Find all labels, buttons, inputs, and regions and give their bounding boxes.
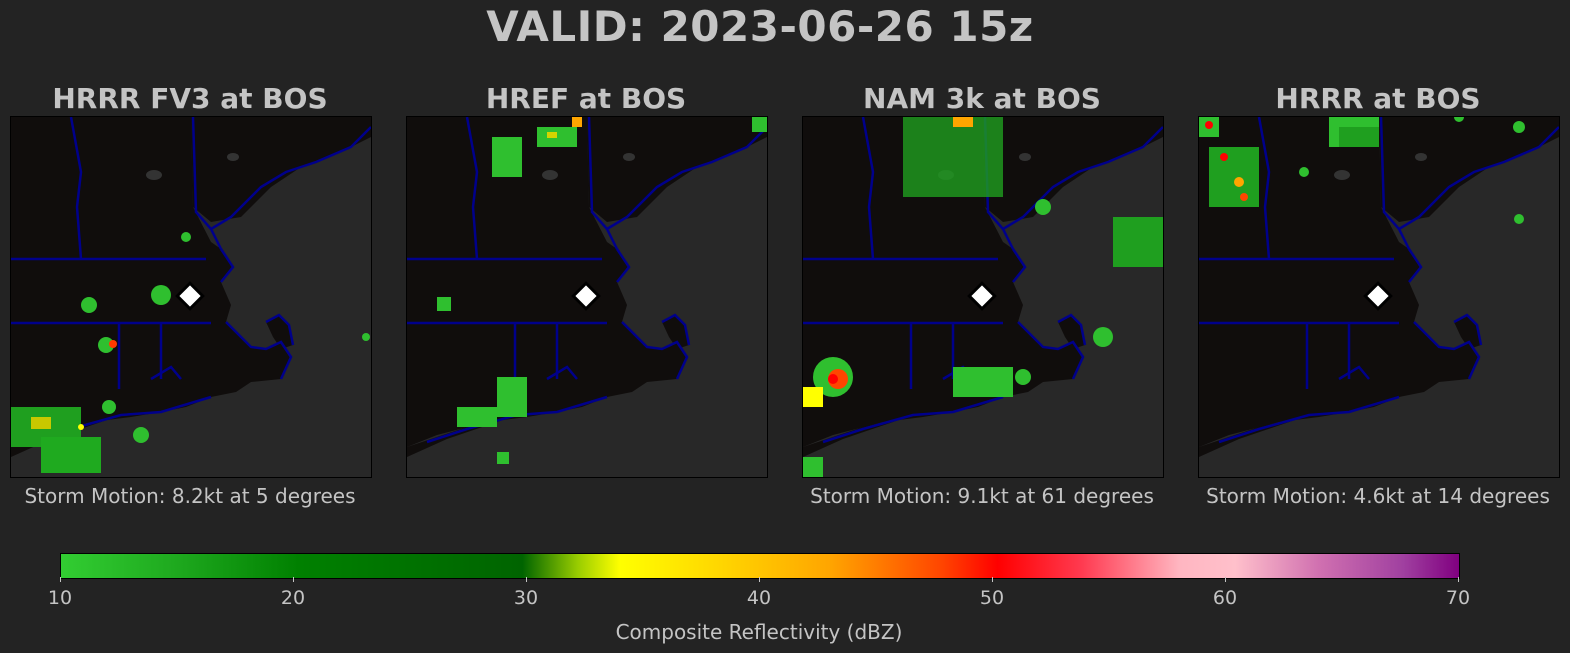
colorbar-tick-label: 60	[1212, 587, 1238, 609]
colorbar-tick-label: 40	[746, 587, 772, 609]
colorbar-tick	[992, 577, 993, 582]
colorbar-tick-label: 30	[513, 587, 539, 609]
colorbar-tick-label: 50	[979, 587, 1005, 609]
reflectivity-echoes	[803, 117, 1163, 477]
panel-title-hrrr-fv3: HRRR FV3 at BOS	[52, 82, 328, 115]
colorbar-tick	[1225, 577, 1226, 582]
storm-motion-hrrr-fv3: Storm Motion: 8.2kt at 5 degrees	[24, 484, 356, 508]
panel-title-href: HREF at BOS	[485, 82, 687, 115]
station-marker-bos	[571, 281, 601, 311]
colorbar-tick	[1458, 577, 1459, 582]
map-hrrr	[1199, 117, 1559, 477]
map-panel-hrrr-fv3	[10, 116, 372, 478]
reflectivity-echoes	[11, 232, 370, 473]
colorbar-tick-label: 20	[280, 587, 306, 609]
station-marker-bos	[967, 281, 997, 311]
panel-title-nam-3k: NAM 3k at BOS	[863, 82, 1101, 115]
colorbar-tick	[60, 577, 61, 582]
map-href	[407, 117, 767, 477]
colorbar-tick	[293, 577, 294, 582]
map-panel-hrrr	[1198, 116, 1560, 478]
reflectivity-echoes	[437, 117, 767, 464]
map-hrrr-fv3	[11, 117, 371, 477]
reflectivity-colorbar	[60, 553, 1460, 579]
station-marker-bos	[1363, 281, 1393, 311]
valid-time-title: VALID: 2023-06-26 15z	[486, 2, 1034, 51]
storm-motion-hrrr: Storm Motion: 4.6kt at 14 degrees	[1206, 484, 1550, 508]
colorbar-tick-label: 70	[1445, 587, 1471, 609]
colorbar-label: Composite Reflectivity (dBZ)	[615, 620, 903, 644]
map-nam-3k	[803, 117, 1163, 477]
map-panel-nam-3k	[802, 116, 1164, 478]
panel-title-hrrr: HRRR at BOS	[1275, 82, 1481, 115]
station-marker-bos	[175, 281, 205, 311]
map-panel-href	[406, 116, 768, 478]
reflectivity-echoes	[1199, 117, 1525, 224]
colorbar-tick-label: 10	[47, 587, 73, 609]
colorbar-tick	[759, 577, 760, 582]
storm-motion-nam-3k: Storm Motion: 9.1kt at 61 degrees	[810, 484, 1154, 508]
colorbar-tick	[526, 577, 527, 582]
